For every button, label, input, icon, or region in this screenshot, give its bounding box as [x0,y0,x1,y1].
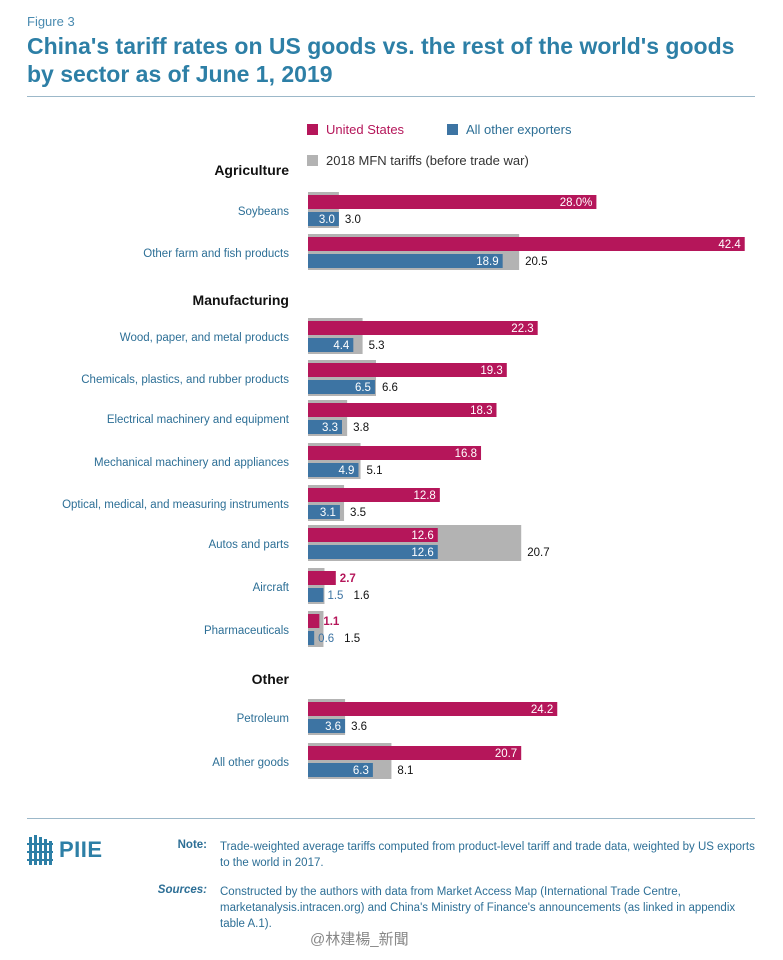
legend-swatch-others [447,124,458,135]
bar-us [308,488,440,502]
bar-us [308,237,745,251]
bar-others [308,763,373,777]
bar-others [308,719,346,733]
bar-us [308,614,320,628]
category-label: Aircraft [253,582,290,594]
category-label: Electrical machinery and equipment [107,414,290,426]
data-label-mfn: 3.0 [345,214,361,226]
data-label-others: 4.9 [338,465,354,477]
data-label-others: 3.0 [319,214,335,226]
bar-others [308,338,354,352]
data-label-mfn: 20.7 [527,547,549,559]
category-label: Pharmaceuticals [204,625,289,637]
data-label-us: 42.4 [718,239,741,251]
data-label-others: 12.6 [411,547,433,559]
figure-label: Figure 3 [27,14,75,29]
bar-others [308,212,339,226]
note-key: Note: [177,839,207,851]
legend-item-mfn: 2018 MFN tariffs (before trade war) [307,153,529,168]
data-label-mfn: 3.5 [350,507,366,519]
bar-us [308,363,507,377]
data-label-mfn: 8.1 [397,765,413,777]
data-label-mfn: 3.6 [351,721,367,733]
data-label-us: 12.8 [413,490,435,502]
legend-swatch-mfn [307,155,318,166]
bar-others [308,463,359,477]
chart-title: China's tariff rates on US goods vs. the… [27,33,735,87]
category-label: Chemicals, plastics, and rubber products [81,374,289,386]
data-label-others: 3.3 [322,422,338,434]
data-label-mfn: 6.6 [382,382,398,394]
legend-label-mfn: 2018 MFN tariffs (before trade war) [326,153,529,168]
bar-us [308,702,558,716]
data-label-us: 1.1 [323,616,340,628]
piie-logo-icon [27,835,53,865]
data-label-others: 0.6 [318,633,334,645]
note-text: Trade-weighted average tariffs computed … [220,841,755,869]
bar-us [308,403,497,417]
data-label-us: 2.7 [340,573,356,585]
group-heading: Manufacturing [193,292,289,308]
data-label-mfn: 1.6 [353,590,369,602]
data-label-us: 20.7 [495,748,517,760]
data-label-others: 3.6 [325,721,341,733]
legend-label-us: United States [326,122,405,137]
bar-us [308,571,336,585]
bar-chart: Agriculture Soybeans 28.0% 3.0 3.0 Other farm… [62,162,745,779]
sources-text: Constructed by the authors with data fro… [220,886,736,930]
category-label: All other goods [212,757,289,769]
data-label-us: 18.3 [470,405,492,417]
bar-others [308,254,503,268]
group-heading: Agriculture [214,162,289,178]
data-label-mfn: 3.8 [353,422,369,434]
data-label-mfn: 20.5 [525,256,547,268]
legend-swatch-us [307,124,318,135]
bar-us [308,746,522,760]
data-label-us: 12.6 [411,530,433,542]
data-label-us: 24.2 [531,704,553,716]
data-label-others: 3.1 [320,507,336,519]
watermark: @林建楊_新聞 [310,931,409,948]
data-label-us: 28.0% [560,197,593,209]
bar-others [308,380,375,394]
category-label: Soybeans [238,206,289,218]
data-label-others: 18.9 [476,256,498,268]
bar-us [308,528,438,542]
bar-others [308,588,324,602]
category-label: Petroleum [237,713,289,725]
bar-others [308,505,340,519]
data-label-others: 4.4 [333,340,350,352]
data-label-mfn: 5.3 [369,340,385,352]
legend-label-others: All other exporters [466,122,572,137]
category-label: Wood, paper, and metal products [120,332,289,344]
legend-item-others: All other exporters [447,122,572,137]
data-label-us: 22.3 [511,323,533,335]
data-label-us: 19.3 [480,365,502,377]
data-label-us: 16.8 [455,448,477,460]
bar-others [308,631,315,645]
data-label-others: 1.5 [327,590,343,602]
bar-us [308,321,538,335]
piie-logo-text: PIIE [59,837,103,862]
data-label-mfn: 1.5 [344,633,360,645]
category-label: Mechanical machinery and appliances [94,457,289,469]
footer-divider [27,818,755,819]
category-label: Optical, medical, and measuring instrume… [62,499,289,511]
bar-us [308,195,597,209]
bar-us [308,446,482,460]
piie-logo: PIIE [27,833,103,867]
bar-others [308,545,438,559]
title-divider [27,96,755,97]
data-label-mfn: 5.1 [367,465,383,477]
data-label-others: 6.3 [353,765,369,777]
category-label: Other farm and fish products [143,248,289,260]
sources-key: Sources: [157,884,207,896]
bar-others [308,420,342,434]
legend-item-us: United States [307,122,404,137]
data-label-others: 6.5 [355,382,371,394]
category-label: Autos and parts [208,539,289,551]
group-heading: Other [252,671,290,687]
